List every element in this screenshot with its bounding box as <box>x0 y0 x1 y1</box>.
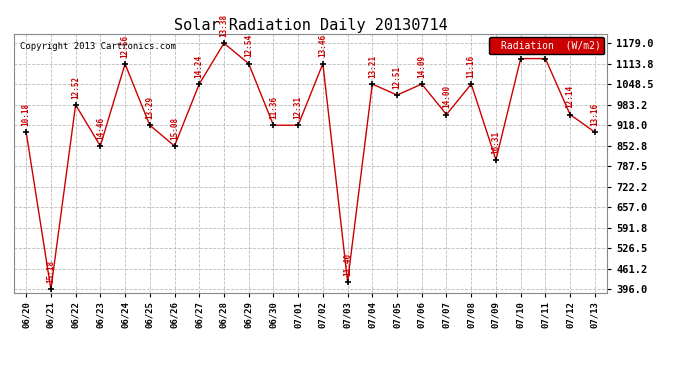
Text: 12:56: 12:56 <box>121 34 130 58</box>
Text: 12:: 12: <box>541 39 550 53</box>
Text: 13:46: 13:46 <box>318 34 327 57</box>
Text: 12:54: 12:54 <box>244 34 253 57</box>
Text: 12:51: 12:51 <box>393 66 402 89</box>
Text: 13:21: 13:21 <box>368 55 377 78</box>
Text: 12:52: 12:52 <box>71 75 80 99</box>
Title: Solar Radiation Daily 20130714: Solar Radiation Daily 20130714 <box>174 18 447 33</box>
Text: 13:38: 13:38 <box>219 14 228 37</box>
Text: 16:31: 16:31 <box>491 130 500 154</box>
Text: 11:36: 11:36 <box>269 96 278 119</box>
Text: 10:18: 10:18 <box>21 103 30 126</box>
Text: 13:29: 13:29 <box>146 96 155 119</box>
Text: 12:31: 12:31 <box>294 96 303 119</box>
Text: 11:16: 11:16 <box>466 55 475 78</box>
Text: 12:14: 12:14 <box>566 85 575 108</box>
Legend: Radiation  (W/m2): Radiation (W/m2) <box>489 37 604 54</box>
Text: 15:08: 15:08 <box>170 117 179 140</box>
Text: 14:46: 14:46 <box>96 117 105 140</box>
Text: 14:00: 14:00 <box>442 85 451 108</box>
Text: 13:: 13: <box>516 39 525 53</box>
Text: 11:40: 11:40 <box>343 252 352 276</box>
Text: 14:24: 14:24 <box>195 55 204 78</box>
Text: 13:16: 13:16 <box>591 103 600 126</box>
Text: 14:09: 14:09 <box>417 55 426 78</box>
Text: Copyright 2013 Cartronics.com: Copyright 2013 Cartronics.com <box>20 42 176 51</box>
Text: 15:18: 15:18 <box>46 260 55 283</box>
